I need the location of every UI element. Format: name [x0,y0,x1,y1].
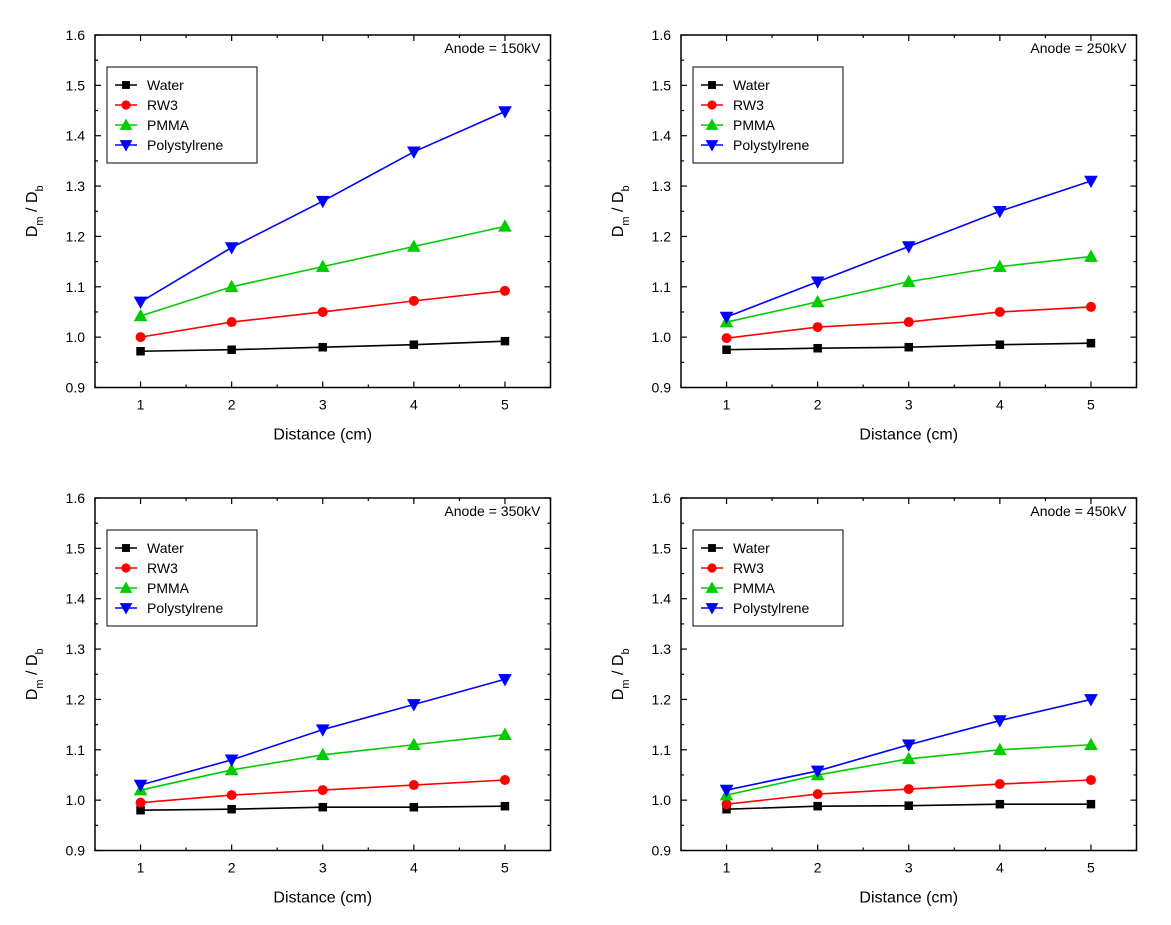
chart-panel-1: 1 2 3 4 5 0.9 1.0 1.1 1.2 1.3 1.4 1.5 1.6 Distance (c… [586,0,1171,463]
y-tick-label: 1.3 [66,178,86,194]
x-tick-label: 2 [228,859,236,875]
legend-label: RW3 [147,560,178,576]
y-tick-label: 1.2 [651,228,671,244]
x-tick-label: 4 [995,397,1003,413]
x-tick-label: 1 [137,397,145,413]
x-tick-label: 5 [501,859,509,875]
y-tick-label: 1.6 [651,490,671,506]
y-tick-label: 1.3 [651,178,671,194]
chart-panel-2: 1 2 3 4 5 0.9 1.0 1.1 1.2 1.3 1.4 1.5 1.6 Distance (c… [0,463,586,925]
x-axis-label: Distance (cm) [859,889,958,906]
legend-label: RW3 [733,560,764,576]
legend-label: Polystylrene [733,137,809,153]
x-tick-label: 5 [1087,397,1095,413]
x-axis-label: Distance (cm) [273,427,372,444]
svg-text:Dm / Db: Dm / Db [24,185,46,237]
x-tick-label: 3 [904,397,912,413]
chart-panel-0: 1 2 3 4 5 0.9 1.0 1.1 1.2 1.3 1.4 1.5 1.6 Distance (c… [0,0,586,463]
x-tick-label: 2 [813,859,821,875]
y-tick-label: 1.1 [66,279,86,295]
y-tick-label: 1.0 [66,329,86,345]
x-tick-label: 5 [501,397,509,413]
y-tick-label: 1.2 [651,691,671,707]
legend-label: Water [733,77,770,93]
x-tick-label: 4 [410,397,418,413]
y-axis-label: Dm / Db [24,185,46,237]
legend-label: PMMA [147,117,190,133]
anode-label: Anode = 150kV [444,40,541,56]
y-tick-label: 1.1 [66,741,86,757]
x-tick-label: 3 [319,859,327,875]
legend-label: RW3 [733,97,764,113]
x-axis-label: Distance (cm) [273,889,372,906]
svg-text:Dm / Db: Dm / Db [610,185,632,237]
y-tick-label: 1.6 [651,27,671,43]
x-axis-label: Distance (cm) [859,427,958,444]
y-tick-label: 1.2 [66,228,86,244]
y-tick-label: 1.3 [651,641,671,657]
x-tick-label: 1 [722,859,730,875]
x-tick-label: 1 [722,397,730,413]
legend-label: Polystylrene [147,137,223,153]
svg-text:Dm / Db: Dm / Db [24,648,46,700]
y-tick-label: 1.3 [66,641,86,657]
panel-1: 1 2 3 4 5 0.9 1.0 1.1 1.2 1.3 1.4 1.5 1.6 Distance (c… [586,0,1171,463]
y-tick-label: 1.0 [66,792,86,808]
y-tick-label: 1.5 [66,77,86,93]
x-tick-label: 5 [1087,859,1095,875]
panel-3: 1 2 3 4 5 0.9 1.0 1.1 1.2 1.3 1.4 1.5 1.6 Distance (c… [586,463,1171,925]
y-tick-label: 1.1 [651,741,671,757]
x-tick-label: 2 [813,397,821,413]
legend-label: PMMA [733,117,776,133]
y-tick-label: 1.5 [651,540,671,556]
y-tick-label: 1.2 [66,691,86,707]
legend-label: PMMA [147,580,190,596]
anode-label: Anode = 250kV [1030,40,1127,56]
y-tick-label: 1.4 [651,128,671,144]
panel-2: 1 2 3 4 5 0.9 1.0 1.1 1.2 1.3 1.4 1.5 1.6 Distance (c… [0,463,586,925]
x-tick-label: 4 [410,859,418,875]
y-tick-label: 1.5 [66,540,86,556]
y-tick-label: 1.1 [651,279,671,295]
y-tick-label: 0.9 [66,380,86,396]
y-tick-label: 1.4 [66,128,86,144]
x-tick-label: 1 [137,859,145,875]
y-tick-label: 1.0 [651,792,671,808]
y-tick-label: 1.4 [66,590,86,606]
x-tick-label: 2 [228,397,236,413]
chart-panel-3: 1 2 3 4 5 0.9 1.0 1.1 1.2 1.3 1.4 1.5 1.6 Distance (c… [586,463,1171,925]
y-tick-label: 0.9 [651,380,671,396]
panel-0: 1 2 3 4 5 0.9 1.0 1.1 1.2 1.3 1.4 1.5 1.6 Distance (c… [0,0,586,463]
figure-grid: 1 2 3 4 5 0.9 1.0 1.1 1.2 1.3 1.4 1.5 1.6 Distance (c… [0,0,1171,925]
y-axis-label: Dm / Db [610,185,632,237]
x-tick-label: 4 [995,859,1003,875]
svg-text:Dm / Db: Dm / Db [610,648,632,700]
y-tick-label: 1.4 [651,590,671,606]
x-tick-label: 3 [319,397,327,413]
anode-label: Anode = 350kV [444,503,541,519]
y-tick-label: 0.9 [651,842,671,858]
y-tick-label: 1.5 [651,77,671,93]
legend-label: Water [733,540,770,556]
anode-label: Anode = 450kV [1030,503,1127,519]
y-tick-label: 1.6 [66,27,86,43]
y-axis-label: Dm / Db [24,648,46,700]
legend-label: Water [147,77,184,93]
legend-label: RW3 [147,97,178,113]
y-tick-label: 1.6 [66,490,86,506]
y-tick-label: 1.0 [651,329,671,345]
legend-label: Polystylrene [733,600,809,616]
x-tick-label: 3 [904,859,912,875]
y-tick-label: 0.9 [66,842,86,858]
y-axis-label: Dm / Db [610,648,632,700]
legend-label: PMMA [733,580,776,596]
legend-label: Polystylrene [147,600,223,616]
legend-label: Water [147,540,184,556]
